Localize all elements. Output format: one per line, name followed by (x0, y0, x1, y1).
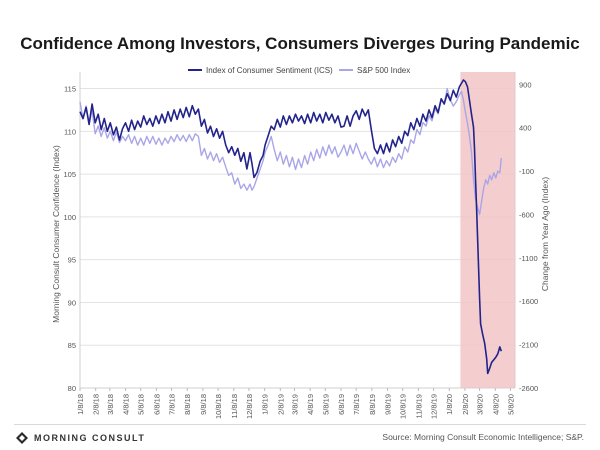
x-tick-label-2-8-19: 2/8/19 (276, 394, 285, 415)
y2-tick-label--600: -600 (519, 210, 534, 219)
x-tick-label-3-8-20: 3/8/20 (476, 394, 485, 415)
source-note: Source: Morning Consult Economic Intelli… (382, 432, 584, 442)
x-tick-label-8-8-19: 8/8/19 (368, 394, 377, 415)
x-tick-label-11-8-18: 11/8/18 (230, 394, 239, 418)
y2-tick-label--100: -100 (519, 167, 534, 176)
x-tick-label-9-8-18: 9/8/18 (199, 394, 208, 415)
y-axis-label: Morning Consult Consumer Confidence (Ind… (51, 145, 61, 323)
x-tick-label-7-8-19: 7/8/19 (352, 394, 361, 415)
x-tick-label-9-8-19: 9/8/19 (384, 394, 393, 415)
series-lines (79, 79, 503, 375)
y2-tick-label--1600: -1600 (519, 297, 538, 306)
y2-axis-label: Change from Year Ago (Index) (540, 177, 550, 292)
line-chart: 80 85 90 95 100 105 110 115 -2600 -2100 -1600 -1100… (51, 66, 550, 419)
y2-tick-label-900: 900 (519, 80, 532, 89)
x-tick-label-12-8-18: 12/8/18 (245, 394, 254, 419)
brand-mark-icon (16, 432, 28, 444)
y2-tick-label--1100: -1100 (519, 254, 538, 263)
x-tick-label-4-8-18: 4/8/18 (122, 394, 131, 415)
x-tick-label-2-8-18: 2/8/18 (92, 394, 101, 415)
pandemic-highlight-band (460, 72, 515, 388)
y2-tick-label-400: 400 (519, 124, 532, 133)
x-tick-label-1-8-18: 1/8/18 (76, 394, 85, 415)
chart-title: Confidence Among Investors, Consumers Di… (20, 34, 580, 53)
footer-divider (14, 424, 586, 425)
x-tick-label-7-8-18: 7/8/18 (168, 394, 177, 415)
x-tick-label-8-8-18: 8/8/18 (183, 394, 192, 415)
series-line-ics (79, 79, 503, 375)
x-tick-label-10-8-18: 10/8/18 (214, 394, 223, 419)
axis-ticks: 80 85 90 95 100 105 110 115 -2600 -2100 -1600 -1100… (63, 80, 538, 419)
y-tick-label-85: 85 (68, 341, 76, 350)
y-tick-label-105: 105 (63, 170, 76, 179)
y-tick-label-80: 80 (68, 384, 76, 393)
x-tick-label-3-8-19: 3/8/19 (290, 394, 299, 415)
x-tick-label-5-8-18: 5/8/18 (137, 394, 146, 415)
y-tick-label-100: 100 (63, 213, 76, 222)
y-tick-label-110: 110 (64, 127, 76, 136)
x-tick-label-1-8-19: 1/8/19 (261, 394, 270, 415)
x-tick-label-5-8-20: 5/8/20 (506, 394, 515, 415)
x-tick-label-6-8-18: 6/8/18 (152, 394, 161, 415)
y-tick-label-115: 115 (64, 85, 76, 94)
brand-name: MORNING CONSULT (34, 433, 146, 443)
x-tick-label-4-8-19: 4/8/19 (306, 394, 315, 415)
highlight-band (460, 72, 515, 388)
x-tick-label-5-8-19: 5/8/19 (321, 394, 330, 415)
x-tick-label-10-8-19: 10/8/19 (399, 394, 408, 419)
y-tick-label-95: 95 (68, 256, 76, 265)
x-tick-label-4-8-20: 4/8/20 (491, 394, 500, 415)
x-tick-label-6-8-19: 6/8/19 (337, 394, 346, 415)
legend-label-0: Index of Consumer Sentiment (ICS) (206, 66, 333, 75)
x-tick-label-11-8-19: 11/8/19 (414, 394, 423, 418)
y2-tick-label--2600: -2600 (519, 384, 538, 393)
legend: Index of Consumer Sentiment (ICS) S&P 500… (188, 66, 410, 75)
x-tick-label-12-8-19: 12/8/19 (430, 394, 439, 419)
x-tick-label-1-8-20: 1/8/20 (445, 394, 454, 415)
x-tick-label-2-8-20: 2/8/20 (461, 394, 470, 415)
y-tick-label-90: 90 (68, 298, 76, 307)
series-line-sp500 (79, 88, 502, 216)
y2-tick-label--2100: -2100 (519, 341, 538, 350)
x-tick-label-3-8-18: 3/8/18 (106, 394, 115, 415)
legend-label-1: S&P 500 Index (357, 66, 410, 75)
brand-logo: MORNING CONSULT (16, 432, 145, 444)
